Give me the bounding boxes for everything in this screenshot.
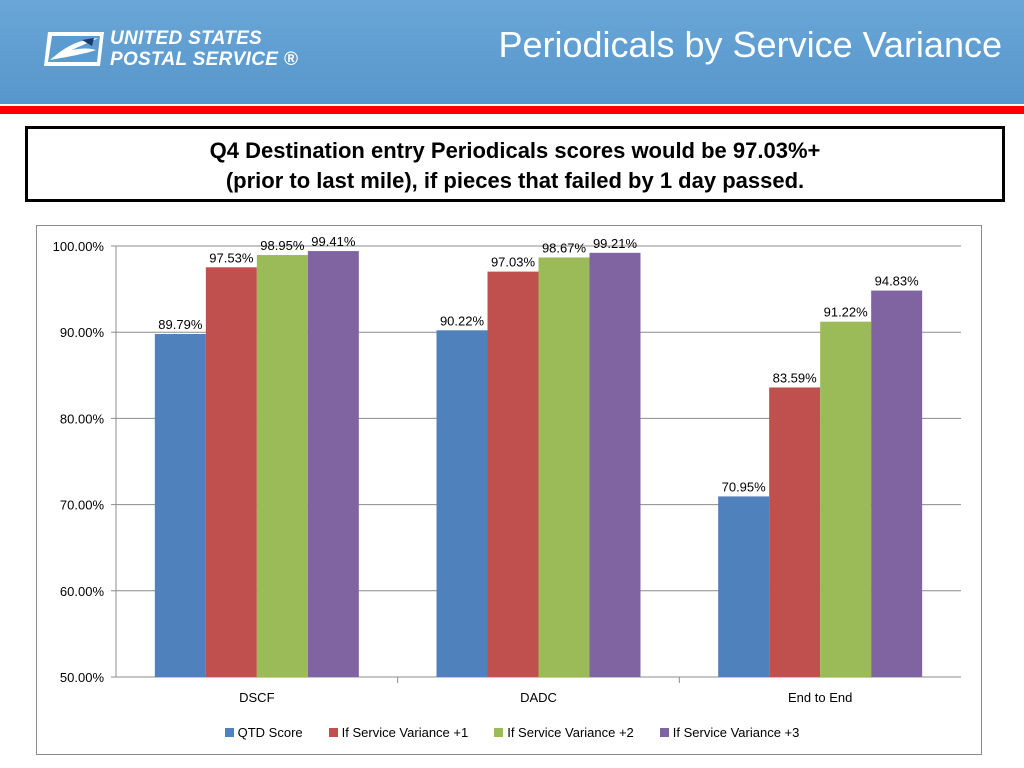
x-tick-label: DADC [520,690,557,705]
legend-swatch [328,727,338,737]
bar [256,255,308,677]
legend-label: If Service Variance +3 [672,724,800,740]
bar [589,252,641,677]
y-tick-label: 80.00% [60,411,105,426]
bar [307,251,359,677]
data-label: 91.22% [824,305,869,320]
bar [538,257,590,677]
logo-text: UNITED STATES POSTAL SERVICE ® [110,28,298,70]
data-label: 90.22% [440,313,485,328]
legend-entry: If Service Variance +1 [328,724,469,740]
data-label: 99.41% [311,234,356,249]
bar [154,334,206,677]
legend-entry: If Service Variance +3 [659,724,800,740]
bar [820,321,872,677]
y-tick-label: 70.00% [60,498,105,513]
data-label: 97.53% [209,250,254,265]
legend-label: If Service Variance +1 [341,724,469,740]
legend-swatch [494,727,504,737]
data-label: 97.03% [491,255,536,270]
page-title: Periodicals by Service Variance [498,24,1002,65]
legend-entry: If Service Variance +2 [494,725,634,740]
logo-line-2: POSTAL SERVICE ® [110,49,299,70]
callout-line-1: Q4 Destination entry Periodicals scores … [209,138,821,163]
legend-entry: QTD Score [224,724,303,740]
data-label: 89.79% [158,317,203,332]
y-tick-label: 90.00% [60,325,105,340]
header-banner: UNITED STATES POSTAL SERVICE ® Periodica… [0,0,1024,104]
data-label: 83.59% [773,370,818,385]
bar [205,267,257,677]
data-label: 70.95% [722,479,767,494]
callout-line-2: (prior to last mile), if pieces that fai… [225,168,805,193]
x-tick-label: DSCF [239,690,274,705]
bar [487,271,539,677]
logo-line-1: UNITED STATES [110,28,263,49]
y-tick-label: 60.00% [60,584,105,599]
data-label: 94.83% [875,274,920,289]
chart-legend: QTD Score If Service Variance +1 If Servic… [0,722,1024,742]
legend-label: QTD Score [237,724,303,740]
bar [718,496,770,677]
callout-box: Q4 Destination entry Periodicals scores … [25,126,1005,202]
bar [769,387,821,677]
accent-bar [0,106,1024,114]
y-tick-label: 50.00% [60,670,105,685]
data-label: 98.95% [260,238,305,253]
legend-label: If Service Variance +2 [507,724,634,740]
y-tick-label: 100.00% [53,239,105,254]
bar [871,290,923,677]
bar [436,330,488,677]
data-label: 98.67% [542,240,587,255]
data-label: 99.21% [593,236,638,251]
x-tick-label: End to End [788,690,852,705]
legend-swatch [659,727,669,737]
legend-swatch [224,727,234,737]
eagle-icon [44,32,104,66]
